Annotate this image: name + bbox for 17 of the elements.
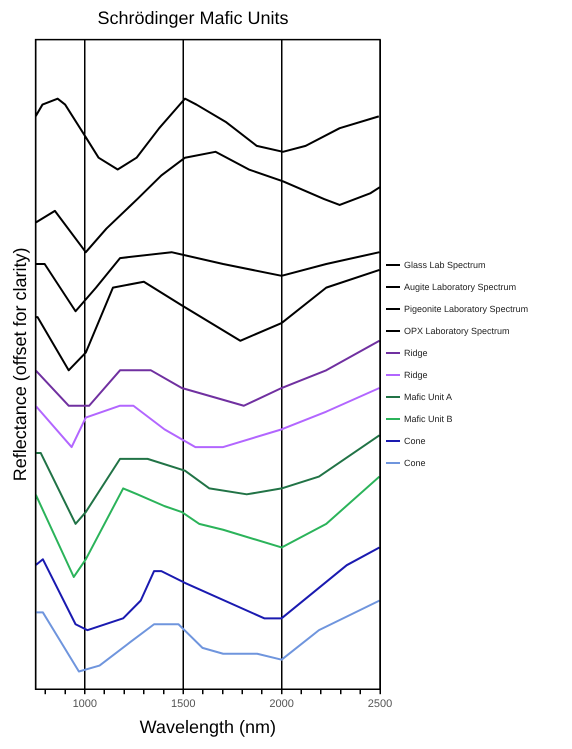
- y-axis-title: Reflectance (offset for clarity): [10, 248, 30, 482]
- legend-label: Ridge: [404, 370, 428, 380]
- chart-title: Schrödinger Mafic Units: [97, 8, 289, 28]
- legend-label: Cone: [404, 436, 426, 446]
- legend-label: Mafic Unit B: [404, 414, 453, 424]
- legend-label: Augite Laboratory Spectrum: [404, 282, 516, 292]
- x-tick-label: 1500: [170, 698, 196, 710]
- legend-label: Mafic Unit A: [404, 392, 452, 402]
- x-tick-label: 2000: [269, 698, 294, 710]
- legend-label: OPX Laboratory Spectrum: [404, 326, 510, 336]
- legend-label: Cone: [404, 458, 426, 468]
- legend-label: Pigeonite Laboratory Spectrum: [404, 304, 528, 314]
- legend-label: Glass Lab Spectrum: [404, 260, 486, 270]
- x-axis-title: Wavelength (nm): [140, 717, 276, 738]
- x-tick-label: 2500: [368, 698, 392, 710]
- legend-label: Ridge: [404, 348, 428, 358]
- x-tick-label: 1000: [72, 698, 98, 710]
